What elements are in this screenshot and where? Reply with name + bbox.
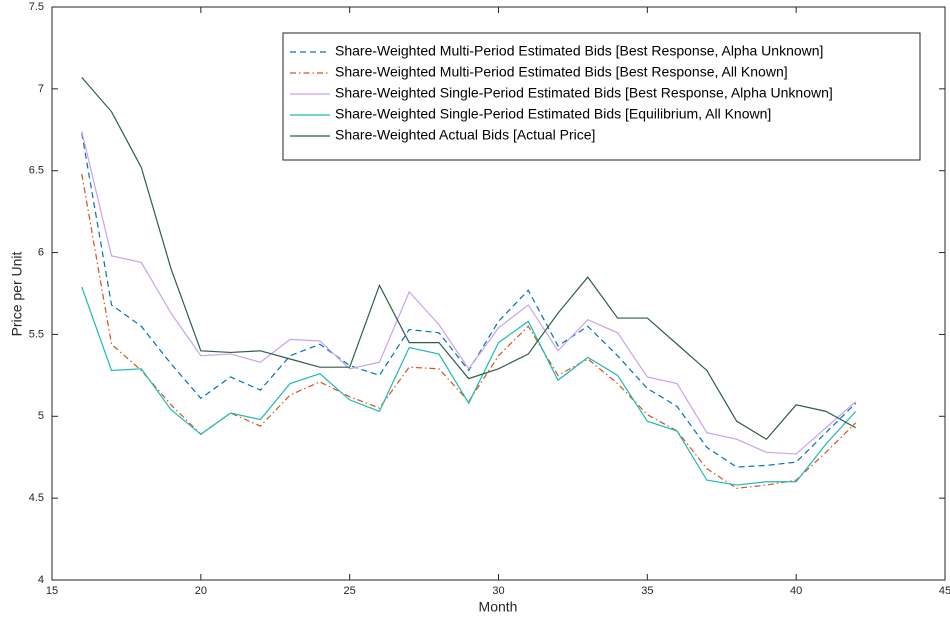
y-tick-label: 6 <box>38 246 44 258</box>
legend-label: Share-Weighted Actual Bids [Actual Price… <box>335 127 595 143</box>
x-tick-label: 40 <box>790 585 802 597</box>
series-line <box>81 286 857 486</box>
y-tick-label: 4 <box>38 574 44 586</box>
series-line <box>81 77 856 440</box>
legend-label: Share-Weighted Single-Period Estimated B… <box>335 85 833 101</box>
y-tick-label: 4.5 <box>29 492 44 504</box>
x-tick-label: 20 <box>195 585 207 597</box>
y-axis-label: Price per Unit <box>9 251 25 336</box>
x-tick-label: 30 <box>492 585 504 597</box>
series-line <box>81 131 857 455</box>
series-line <box>81 132 857 468</box>
x-axis-label: Month <box>479 599 518 615</box>
x-tick-label: 25 <box>344 585 356 597</box>
x-tick-label: 35 <box>641 585 653 597</box>
y-tick-label: 5 <box>38 410 44 422</box>
y-tick-label: 6.5 <box>29 165 44 177</box>
legend-label: Share-Weighted Single-Period Estimated B… <box>335 106 771 122</box>
legend-box <box>282 32 921 161</box>
y-tick-label: 5.5 <box>29 328 44 340</box>
y-tick-label: 7 <box>38 83 44 95</box>
x-tick-label: 15 <box>46 585 58 597</box>
legend-label: Share-Weighted Multi-Period Estimated Bi… <box>335 43 823 59</box>
legend-label: Share-Weighted Multi-Period Estimated Bi… <box>335 64 788 80</box>
x-tick-label: 45 <box>939 585 950 597</box>
y-tick-label: 7.5 <box>29 1 44 13</box>
